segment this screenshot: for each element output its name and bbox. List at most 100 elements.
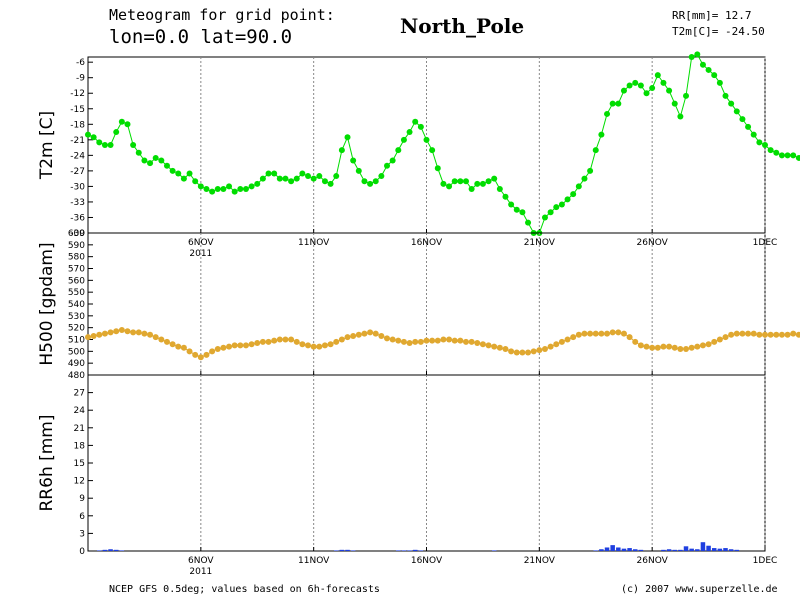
data-point — [587, 330, 594, 337]
data-point — [214, 186, 221, 192]
data-point — [541, 345, 548, 352]
data-point — [417, 123, 424, 130]
data-point — [389, 336, 396, 343]
data-point — [496, 186, 503, 192]
data-point — [130, 142, 137, 148]
data-point — [175, 170, 182, 177]
y-tick-label: 550 — [68, 288, 85, 298]
data-point — [141, 330, 148, 337]
data-point — [333, 173, 340, 180]
data-point — [553, 341, 560, 348]
data-point — [711, 338, 718, 345]
data-point — [677, 345, 684, 352]
data-point — [778, 331, 785, 338]
data-point — [417, 338, 424, 345]
data-point — [248, 341, 255, 348]
precip-bar — [604, 547, 610, 551]
y-tick-label: 21 — [74, 424, 85, 434]
data-point — [519, 209, 526, 216]
x-tick-sublabel: 2011 — [189, 249, 212, 259]
data-point — [101, 142, 108, 148]
data-point — [130, 329, 137, 336]
data-point — [496, 344, 503, 351]
data-point — [135, 329, 142, 336]
data-point — [293, 338, 300, 345]
data-point — [615, 100, 622, 107]
data-point — [637, 342, 644, 349]
y-tick-label: 480 — [68, 371, 85, 381]
data-point — [598, 131, 605, 138]
data-point — [338, 147, 345, 154]
data-point — [107, 329, 114, 336]
data-point — [271, 337, 278, 344]
data-point — [152, 154, 159, 161]
data-point — [440, 180, 447, 187]
data-point — [711, 72, 718, 79]
precip-bar — [113, 549, 119, 551]
y-tick-label: 590 — [68, 241, 85, 251]
precip-bar — [683, 546, 689, 551]
data-point — [525, 349, 532, 356]
y-tick-label: 12 — [74, 477, 85, 487]
data-point — [282, 336, 289, 343]
x-tick-label: 16NOV — [411, 556, 443, 566]
data-point — [107, 142, 114, 148]
data-point — [666, 343, 673, 350]
data-point — [637, 82, 644, 89]
y-tick-label: 9 — [79, 494, 85, 504]
data-point — [722, 92, 729, 99]
data-point — [197, 354, 204, 361]
data-point — [547, 209, 554, 216]
data-point — [85, 131, 91, 138]
precip-bar — [407, 550, 412, 551]
data-point — [299, 341, 306, 348]
data-point — [209, 188, 216, 195]
data-point — [767, 147, 774, 154]
data-point — [163, 162, 170, 169]
precip-bar — [632, 549, 638, 551]
y-tick-label: 24 — [74, 406, 86, 416]
data-point — [474, 340, 481, 347]
data-point — [147, 160, 154, 167]
x-tick-label: 1DEC — [753, 238, 778, 248]
data-point — [367, 329, 374, 336]
data-point — [705, 66, 712, 73]
data-point — [575, 331, 582, 338]
data-point — [502, 345, 509, 352]
y-tick-label: 6 — [79, 512, 85, 522]
precip-bar — [97, 550, 102, 551]
location-name: North_Pole — [400, 14, 525, 38]
y-tick-label: 600 — [68, 229, 85, 239]
data-point — [147, 331, 154, 338]
y-tick-label: 3 — [79, 529, 85, 539]
precip-bar — [108, 549, 113, 551]
data-point — [525, 219, 532, 226]
data-point — [288, 336, 295, 343]
y-tick-label: 15 — [74, 459, 85, 469]
data-point — [502, 193, 509, 200]
y-tick-label: 500 — [68, 347, 85, 357]
data-point — [762, 142, 768, 148]
data-point — [739, 330, 746, 337]
data-point — [491, 175, 498, 182]
data-point — [688, 54, 695, 60]
x-tick-label: 26NOV — [637, 556, 669, 566]
data-point — [186, 170, 193, 177]
data-point — [446, 336, 453, 343]
data-point — [677, 113, 684, 120]
data-point — [220, 186, 227, 192]
y-tick-label: 520 — [68, 324, 85, 334]
data-point — [479, 341, 486, 348]
data-point — [688, 344, 695, 351]
data-point — [395, 147, 402, 154]
data-point — [626, 334, 633, 341]
data-point — [592, 330, 599, 337]
data-point — [367, 180, 374, 187]
data-point — [451, 178, 458, 185]
data-point — [745, 330, 752, 337]
y-tick-label: -33 — [70, 198, 85, 208]
y-tick-label: 570 — [68, 265, 85, 275]
data-point — [344, 134, 351, 141]
data-point — [762, 331, 768, 338]
data-point — [666, 87, 673, 94]
